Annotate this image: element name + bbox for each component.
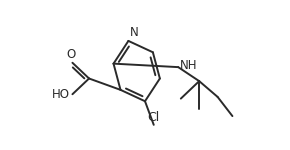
Text: N: N (130, 26, 139, 39)
Text: HO: HO (52, 88, 70, 101)
Text: NH: NH (180, 59, 197, 72)
Text: Cl: Cl (148, 111, 160, 124)
Text: O: O (66, 48, 75, 61)
